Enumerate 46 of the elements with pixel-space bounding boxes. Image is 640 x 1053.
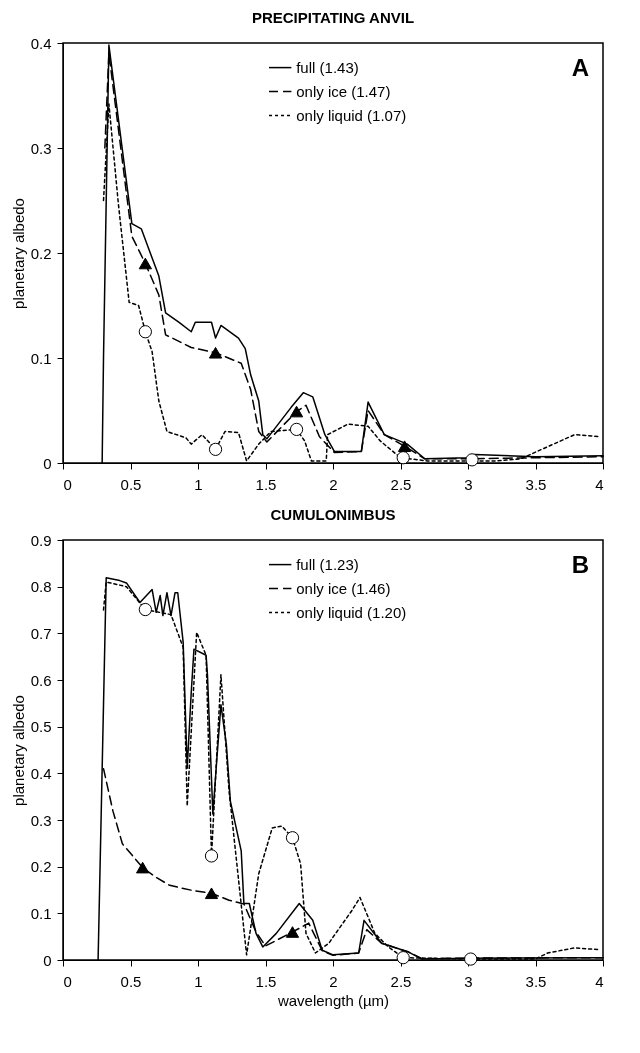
y-tick-label: 0.1 [30, 904, 52, 922]
x-tick-label: 0.5 [120, 475, 142, 493]
legend-label: full (1.23) [296, 555, 359, 573]
x-tick-label: 2 [329, 475, 338, 493]
legend-label: only liquid (1.20) [296, 603, 407, 621]
x-tick-label: 2 [329, 972, 338, 990]
x-tick-label: 3.5 [525, 475, 547, 493]
y-tick-label: 0.4 [30, 764, 52, 782]
y-tick-label: 0.2 [30, 244, 52, 262]
x-tick-label: 0 [63, 475, 72, 493]
x-axis-title: wavelength (µm) [276, 991, 390, 1009]
chart-title: CUMULONIMBUS [270, 506, 396, 523]
legend-label: only ice (1.47) [296, 82, 391, 100]
y-tick-label: 0.1 [30, 349, 52, 367]
x-tick-label: 2.5 [390, 972, 412, 990]
x-tick-label: 3.5 [525, 972, 547, 990]
y-tick-label: 0.8 [30, 578, 52, 596]
y-tick-label: 0.3 [30, 811, 52, 829]
y-tick-label: 0.4 [30, 34, 52, 52]
x-tick-label: 2.5 [390, 475, 412, 493]
y-tick-label: 0.7 [30, 624, 52, 642]
y-tick-label: 0.5 [30, 718, 52, 736]
annotation: B [571, 551, 589, 578]
x-tick-label: 4 [595, 475, 604, 493]
y-axis-title: planetary albedo [9, 695, 27, 806]
x-tick-label: 3 [464, 972, 473, 990]
x-tick-label: 0.5 [120, 972, 142, 990]
x-tick-label: 3 [464, 475, 473, 493]
annotation: A [571, 54, 589, 81]
y-tick-label: 0.3 [30, 139, 52, 157]
x-tick-label: 1 [194, 972, 203, 990]
legend-label: only ice (1.46) [296, 579, 391, 597]
x-tick-label: 1.5 [255, 475, 277, 493]
y-tick-label: 0 [43, 951, 52, 969]
y-tick-label: 0.6 [30, 671, 52, 689]
y-tick-label: 0.2 [30, 858, 52, 876]
y-tick-label: 0 [43, 454, 52, 472]
x-tick-label: 1.5 [255, 972, 277, 990]
x-tick-label: 1 [194, 475, 203, 493]
x-tick-label: 0 [63, 972, 72, 990]
x-tick-label: 4 [595, 972, 604, 990]
legend-label: full (1.43) [296, 58, 359, 76]
legend-label: only liquid (1.07) [296, 106, 407, 124]
y-tick-label: 0.9 [30, 531, 52, 549]
y-axis-title: planetary albedo [9, 198, 27, 309]
chart-title: PRECIPITATING ANVIL [251, 9, 415, 26]
